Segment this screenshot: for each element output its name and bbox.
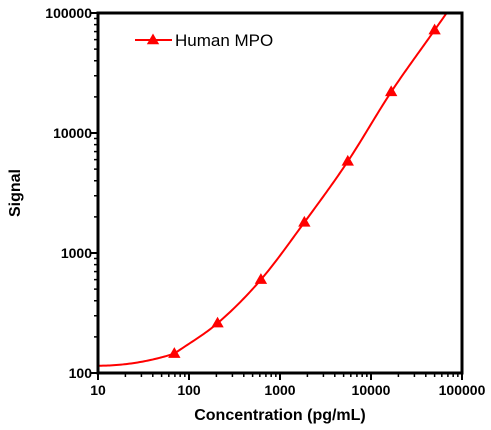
data-point	[298, 215, 311, 227]
legend-marker	[146, 33, 160, 45]
data-point-layer	[168, 23, 441, 358]
fitted-curve	[97, 12, 448, 367]
data-point	[428, 23, 441, 35]
x-tick-label: 100	[177, 382, 201, 398]
y-tick-label: 100	[69, 365, 93, 381]
legend-label: Human MPO	[175, 31, 273, 50]
x-tick-label: 10000	[352, 382, 391, 398]
x-tick-label: 10	[90, 382, 106, 398]
y-tick-label: 10000	[53, 125, 92, 141]
fitted-curve-layer	[97, 12, 448, 367]
y-axis-ticks: 100 1000 10000 100000	[45, 5, 98, 381]
y-tick-label: 1000	[61, 245, 92, 261]
data-point	[385, 85, 398, 97]
data-point	[168, 347, 181, 358]
y-tick-label: 100000	[45, 5, 92, 21]
legend: Human MPO	[135, 31, 273, 50]
data-point	[211, 316, 224, 328]
x-axis-title: Concentration (pg/mL)	[194, 407, 366, 424]
x-tick-label: 100000	[439, 382, 486, 398]
x-axis-ticks: 10 100 1000 10000 100000	[90, 373, 486, 398]
data-point	[254, 273, 268, 284]
x-tick-label: 1000	[264, 382, 295, 398]
data-point	[341, 154, 354, 166]
y-axis-title: Signal	[7, 169, 24, 217]
